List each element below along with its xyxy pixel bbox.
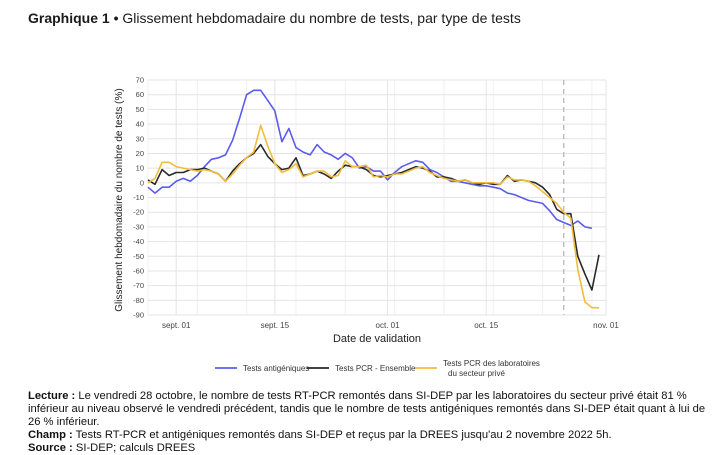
y-tick-label: 60 (136, 90, 144, 99)
y-tick-label: -20 (133, 208, 144, 217)
y-tick-label: 70 (136, 76, 144, 85)
champ-text: Tests RT-PCR et antigéniques remontés da… (72, 429, 612, 441)
x-tick-label: sept. 01 (162, 321, 191, 330)
y-tick-label: 0 (140, 178, 144, 187)
x-axis-label: Date de validation (333, 333, 421, 345)
y-axis-label: Glissement hebdomadaire du nombre de tes… (114, 88, 125, 311)
figure-title: Glissement hebdomadaire du nombre de tes… (122, 10, 521, 26)
x-tick-label: oct. 15 (474, 321, 499, 330)
lecture-note: Lecture : Le vendredi 28 octobre, le nom… (28, 390, 708, 429)
lecture-label: Lecture : (28, 390, 76, 402)
source-label: Source : (28, 442, 73, 454)
y-tick-label: -10 (133, 193, 144, 202)
axis-layer: 70 60 50 40 30 20 10 0 -10 -20 -30 -40 -50 -60 -70 -80 -… (133, 76, 619, 331)
title-separator: • (113, 10, 119, 26)
source-text: SI-DEP; calculs DREES (72, 442, 196, 454)
y-tick-label: 50 (136, 105, 144, 114)
y-tick-label: -40 (133, 237, 144, 246)
legend: Tests antigéniques Tests PCR - Ensemble Te… (215, 359, 540, 378)
champ-note: Champ : Tests RT-PCR et antigéniques rem… (28, 429, 708, 442)
figure-label: Graphique 1 (28, 10, 110, 26)
y-tick-label: -50 (133, 252, 144, 261)
chart-title: Graphique 1 • Glissement hebdomadaire du… (28, 10, 521, 26)
y-tick-label: 10 (136, 164, 144, 173)
y-tick-label: -60 (133, 266, 144, 275)
line-chart: 70 60 50 40 30 20 10 0 -10 -20 -30 -40 -50 -60 -70 -80 -… (114, 76, 619, 379)
grid (147, 79, 607, 316)
series-line-3 (147, 124, 599, 309)
legend-label: Tests PCR - Ensemble (335, 364, 416, 373)
legend-label: Tests antigéniques (243, 364, 309, 373)
series-layer (147, 89, 600, 309)
y-tick-label: -30 (133, 222, 144, 231)
notes: Lecture : Le vendredi 28 octobre, le nom… (28, 390, 708, 455)
champ-label: Champ : (28, 429, 73, 441)
y-tick-label: -80 (133, 296, 144, 305)
lecture-text: Le vendredi 28 octobre, le nombre de tes… (28, 390, 706, 428)
y-tick-label: -90 (133, 311, 144, 320)
series-line-1 (147, 89, 593, 230)
x-tick-label: sept. 15 (261, 321, 290, 330)
legend-label: Tests PCR des laboratoires du secteur pri… (443, 359, 540, 378)
y-tick-label: 20 (136, 149, 144, 158)
y-tick-label: 40 (136, 120, 144, 129)
source-note: Source : SI-DEP; calculs DREES (28, 442, 708, 455)
x-tick-label: nov. 01 (593, 321, 619, 330)
x-tick-label: oct. 01 (376, 321, 401, 330)
y-tick-label: -70 (133, 281, 144, 290)
y-tick-label: 30 (136, 134, 144, 143)
